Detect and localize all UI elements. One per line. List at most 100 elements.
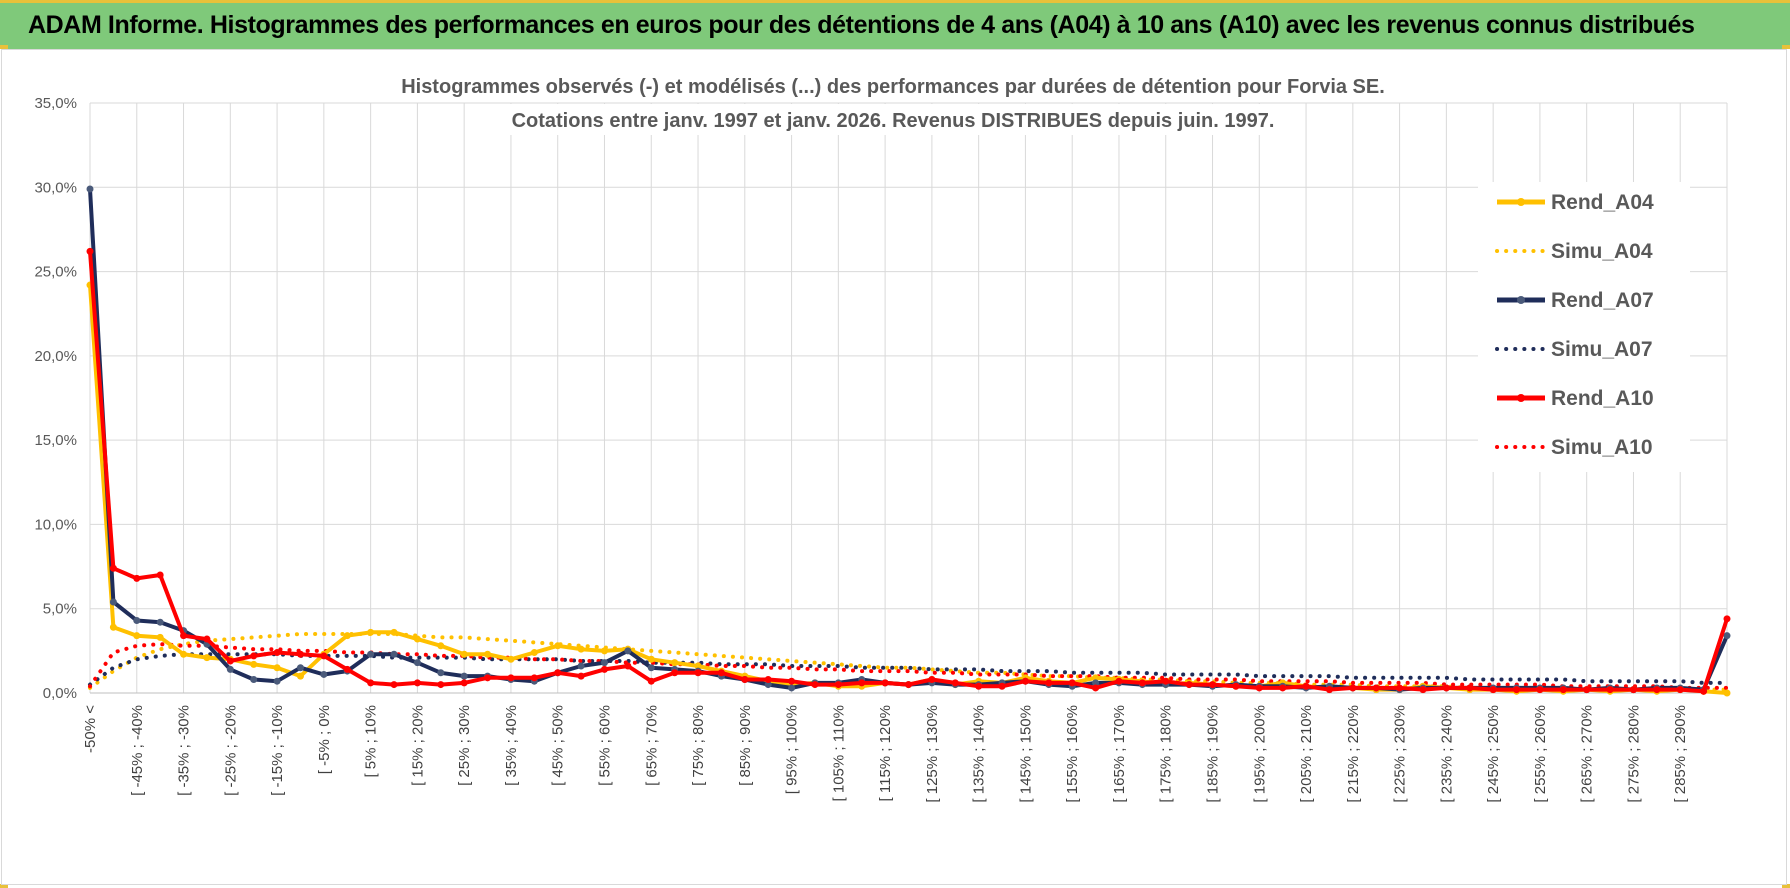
series-line — [88, 642, 1729, 690]
corner-mark-bottom-left — [0, 884, 8, 888]
data-point — [86, 185, 94, 193]
data-point — [296, 672, 304, 680]
data-point — [1396, 684, 1404, 692]
y-tick-label: 5,0% — [43, 601, 77, 618]
data-point — [671, 659, 679, 667]
legend: Rend_A04 Simu_A04 Rend_A07 Simu_A07 Rend_A10… — [1478, 182, 1690, 472]
corner-mark-left — [0, 45, 8, 49]
x-tick-label: [ 75% ; 80% — [690, 705, 707, 786]
data-point — [460, 679, 468, 687]
x-tick-label: [ 5% ; 10% — [363, 705, 380, 778]
data-point — [1466, 684, 1474, 692]
corner-mark-bottom-right — [1782, 884, 1790, 888]
data-point — [203, 635, 211, 643]
data-point — [1372, 684, 1380, 692]
data-point — [273, 664, 281, 672]
data-point — [484, 674, 492, 682]
data-point — [413, 635, 421, 643]
data-point — [1279, 684, 1287, 692]
data-point — [507, 674, 515, 682]
data-point — [624, 647, 632, 655]
x-tick-label: [ 65% ; 70% — [643, 705, 660, 786]
x-tick-label: [ 135% ; 140% — [971, 705, 988, 803]
x-tick-label: [ 265% ; 270% — [1579, 705, 1596, 803]
data-point — [1115, 677, 1123, 685]
data-point — [1583, 686, 1591, 694]
data-point — [413, 679, 421, 687]
data-point — [1653, 686, 1661, 694]
data-point — [507, 655, 515, 663]
x-tick-label: [ 175% ; 180% — [1158, 705, 1175, 803]
x-tick-label: [ 25% ; 30% — [456, 705, 473, 786]
data-point — [460, 650, 468, 658]
x-tick-label: [ 285% ; 290% — [1672, 705, 1689, 803]
legend-label: Simu_A07 — [1551, 338, 1653, 361]
x-tick-label: [ -25% ; -20% — [222, 705, 239, 796]
data-point — [1676, 686, 1684, 694]
x-tick-label: [ 145% ; 150% — [1017, 705, 1034, 803]
data-point — [530, 674, 538, 682]
x-axis-ticks: -50% < [ -45% ; -40% [ -35% ; -30% [ -25% ;… — [82, 705, 1689, 803]
y-tick-label: 10,0% — [34, 516, 77, 533]
data-point — [881, 679, 889, 687]
data-point — [811, 681, 819, 689]
data-point — [647, 677, 655, 685]
data-point — [647, 664, 655, 672]
data-point — [788, 677, 796, 685]
x-tick-label: [ 95% ; 100% — [784, 705, 801, 794]
data-point — [320, 670, 328, 678]
data-point — [600, 665, 608, 673]
legend-label: Simu_A04 — [1551, 240, 1653, 263]
data-point — [694, 669, 702, 677]
x-tick-label: [ -45% ; -40% — [129, 705, 146, 796]
data-point — [367, 650, 375, 658]
data-point — [203, 654, 211, 662]
y-tick-label: 15,0% — [34, 432, 77, 449]
data-point — [1536, 686, 1544, 694]
x-tick-label: [ 55% ; 60% — [596, 705, 613, 786]
data-point — [250, 660, 258, 668]
data-point — [1209, 681, 1217, 689]
x-tick-label: -50% < — [82, 705, 99, 753]
y-tick-label: 30,0% — [34, 179, 77, 196]
data-point — [788, 684, 796, 692]
data-point — [156, 633, 164, 641]
x-tick-label: [ 215% ; 220% — [1345, 705, 1362, 803]
data-point — [624, 662, 632, 670]
data-point — [156, 571, 164, 579]
data-point — [717, 669, 725, 677]
data-point — [694, 662, 702, 670]
data-point — [834, 681, 842, 689]
data-point — [460, 672, 468, 680]
data-point — [554, 669, 562, 677]
chart-title-line-1: Histogrammes observés (-) et modélisés (… — [401, 76, 1385, 98]
data-point — [577, 645, 585, 653]
data-point — [367, 628, 375, 636]
x-tick-label: [ -35% ; -30% — [176, 705, 193, 796]
y-tick-label: 0,0% — [43, 685, 77, 702]
legend-marker — [1517, 198, 1525, 206]
data-point — [951, 679, 959, 687]
data-point — [133, 617, 141, 625]
data-point — [226, 665, 234, 673]
data-point — [1325, 686, 1333, 694]
y-tick-label: 35,0% — [34, 95, 77, 112]
title-bg-line-2 — [505, 104, 1281, 135]
data-point — [320, 652, 328, 660]
data-point — [1349, 684, 1357, 692]
data-point — [1629, 686, 1637, 694]
title-bg-line-1 — [395, 70, 1391, 101]
data-point — [109, 598, 117, 606]
x-tick-label: [ -15% ; -10% — [269, 705, 286, 796]
data-point — [343, 665, 351, 673]
data-point — [390, 681, 398, 689]
series-layer — [86, 185, 1731, 697]
legend-label: Rend_A07 — [1551, 289, 1654, 312]
x-tick-label: [ 105% ; 110% — [830, 705, 847, 801]
data-point — [343, 632, 351, 640]
data-point — [109, 623, 117, 631]
x-tick-label: [ -5% ; 0% — [316, 705, 333, 774]
data-point — [133, 574, 141, 582]
data-point — [437, 642, 445, 650]
data-point — [133, 632, 141, 640]
